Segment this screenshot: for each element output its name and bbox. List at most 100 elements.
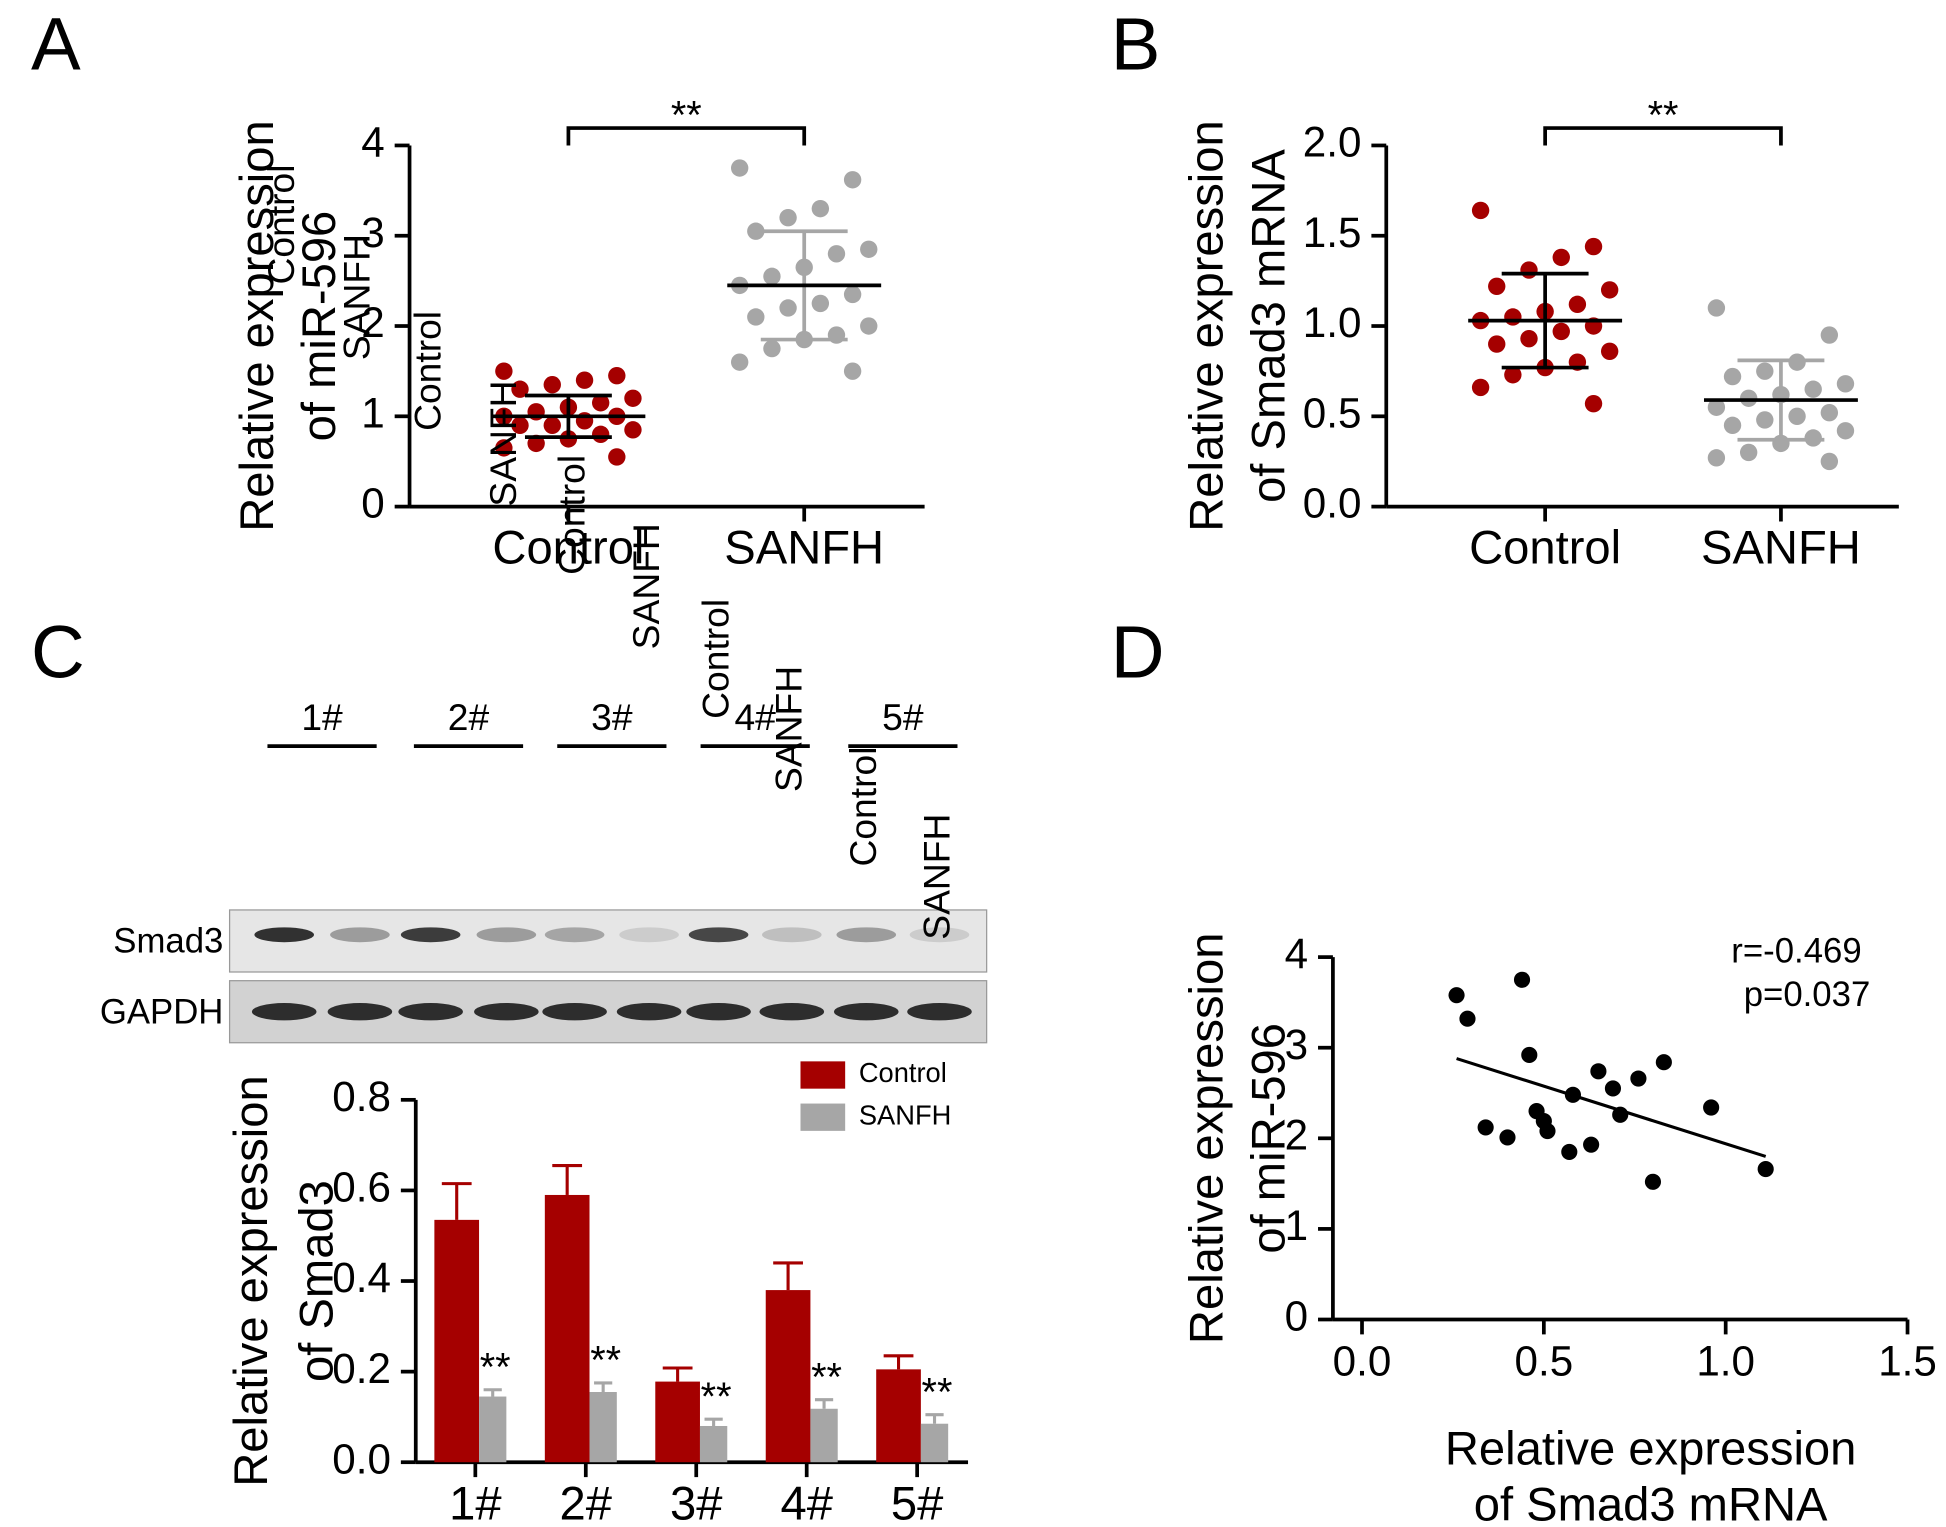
bar [699,1425,728,1463]
blot-band [327,1003,393,1021]
blot-smad3-background [228,909,988,973]
blot-band [251,1003,317,1021]
data-point [1788,407,1806,425]
y-tick-label: 0.2 [332,1345,391,1392]
x-tick-label: 1.0 [1696,1337,1755,1384]
data-point [1820,452,1839,471]
data-point [1584,394,1603,413]
data-point [779,208,797,227]
data-point [1488,277,1506,295]
blot-group-label: 1# [301,696,343,738]
y-tick-label: 1.0 [1303,299,1362,346]
data-point [608,448,626,466]
data-point [1756,362,1774,380]
blot-band [474,1003,539,1021]
data-point [747,222,765,240]
data-point [1600,342,1619,360]
blot-group-label: 5# [882,696,924,738]
blot-lane-label: Control [694,599,736,719]
data-point [1604,1080,1622,1097]
bar [655,1381,700,1463]
blot-group-label: 4# [734,696,776,738]
data-point [1513,971,1531,988]
data-point [827,245,846,263]
data-point [843,171,862,189]
blot-group-label: 2# [448,696,490,738]
data-point [843,285,862,304]
data-point [495,439,513,457]
x-tick-label: SANFH [1701,521,1861,574]
blot-row-label: Smad3 [113,923,223,961]
x-tick-label: Control [492,521,644,574]
blot-band [616,1003,682,1021]
data-point [1520,329,1538,348]
blot-row-label: GAPDH [100,993,224,1031]
data-point [495,362,513,380]
data-point [591,394,610,412]
x-tick-label: SANFH [724,521,884,574]
y-axis-title: of miR-596 [292,211,345,442]
significance-label: ** [701,1375,732,1419]
data-point [543,416,561,435]
blot-band [330,927,390,943]
y-tick-label: 1.5 [1303,209,1362,256]
y-tick-label: 0 [361,480,384,527]
y-tick-label: 0.5 [1303,389,1362,436]
significance-label: ** [590,1339,621,1383]
data-point [1552,322,1570,341]
data-point [1756,411,1774,429]
panel-letter: B [1111,3,1161,86]
x-tick-label: 1.5 [1878,1337,1937,1384]
y-axis-title: Relative expression [1179,933,1232,1345]
data-point [1707,299,1726,317]
legend-label: Control [859,1057,947,1088]
data-point [1504,366,1522,384]
data-point [1459,1010,1476,1027]
legend-swatch [800,1103,846,1131]
y-tick-label: 4 [1285,930,1308,977]
x-tick-label: 0.0 [1333,1337,1392,1384]
data-point [747,308,765,326]
panel-letter: C [31,611,85,694]
y-tick-label: 0.8 [332,1073,391,1120]
blot-band [909,927,970,943]
x-tick-label: Control [1469,521,1621,574]
blot-band [476,927,537,943]
data-point [1707,398,1726,416]
panel-letter: A [31,3,81,86]
blot-band [836,927,897,943]
blot-lane-label: SANFH [336,234,378,360]
blot-lane-label: SANFH [768,666,810,792]
bar [765,1290,811,1463]
data-point [730,159,749,177]
blot-band [254,927,314,943]
data-point [1568,295,1587,314]
data-point [1590,1063,1607,1080]
legend-label: SANFH [859,1099,952,1130]
significance-bracket [566,126,807,146]
significance-label: ** [1648,94,1679,138]
y-tick-label: 2 [1285,1111,1308,1158]
blot-band [686,1003,751,1021]
data-point [1471,201,1490,220]
blot-band [688,927,749,943]
data-point [575,371,594,389]
x-axis-title: of Smad3 mRNA [1474,1478,1828,1527]
blot-band [834,1003,899,1021]
data-point [811,199,830,218]
blot-lane-label: SANFH [625,523,667,649]
data-point [763,267,781,286]
data-point [624,389,642,407]
data-point [591,425,610,444]
data-point [1707,449,1726,467]
data-point [763,339,781,358]
data-point [1561,1143,1578,1160]
y-tick-label: 0.6 [332,1164,391,1211]
blot-band [619,927,679,943]
significance-label: ** [480,1345,511,1389]
data-point [608,366,626,385]
y-tick-label: 3 [361,209,384,256]
annotation: p=0.037 [1744,976,1871,1014]
data-point [1739,443,1758,462]
data-point [1820,326,1839,344]
